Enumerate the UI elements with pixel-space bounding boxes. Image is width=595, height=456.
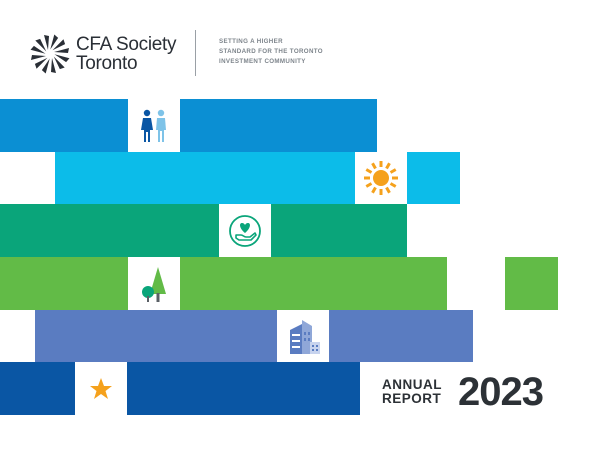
row1-icon-box bbox=[128, 99, 180, 152]
star-icon bbox=[90, 377, 112, 399]
row5-icon-box bbox=[277, 310, 329, 362]
tagline-line3: INVESTMENT COMMUNITY bbox=[219, 58, 306, 65]
bar-row4-right-block bbox=[505, 257, 558, 310]
org-name-line1: CFA Society bbox=[76, 34, 177, 55]
row6-icon-box bbox=[75, 362, 127, 415]
header-divider bbox=[195, 30, 196, 76]
org-name-line2: Toronto bbox=[76, 53, 138, 74]
bar-row5 bbox=[35, 310, 473, 362]
bar-row6-left bbox=[0, 362, 75, 415]
trees-icon bbox=[142, 266, 166, 302]
row3-icon-box bbox=[219, 204, 271, 257]
report-text: REPORT bbox=[382, 391, 442, 406]
cfa-logo-icon bbox=[30, 34, 70, 74]
heart-hand-icon bbox=[229, 214, 261, 247]
bar-row3 bbox=[0, 204, 407, 257]
report-year: 2023 bbox=[458, 370, 544, 414]
annual-text: ANNUAL bbox=[382, 377, 442, 392]
tagline-line1: SETTING A HIGHER bbox=[219, 38, 283, 45]
sun-icon bbox=[364, 161, 398, 195]
row2-icon-box bbox=[355, 152, 407, 204]
bar-row1 bbox=[0, 99, 377, 152]
tagline-line2: STANDARD FOR THE TORONTO bbox=[219, 48, 323, 55]
organization-name: CFA Society Toronto bbox=[76, 34, 177, 74]
buildings-icon bbox=[290, 320, 320, 354]
tagline: SETTING A HIGHER STANDARD FOR THE TORONT… bbox=[219, 37, 323, 67]
report-label: ANNUAL REPORT bbox=[382, 378, 442, 406]
bar-row4 bbox=[0, 257, 447, 310]
row4-icon-box bbox=[128, 257, 180, 310]
people-icon bbox=[141, 109, 166, 142]
bar-row6-right bbox=[127, 362, 360, 415]
